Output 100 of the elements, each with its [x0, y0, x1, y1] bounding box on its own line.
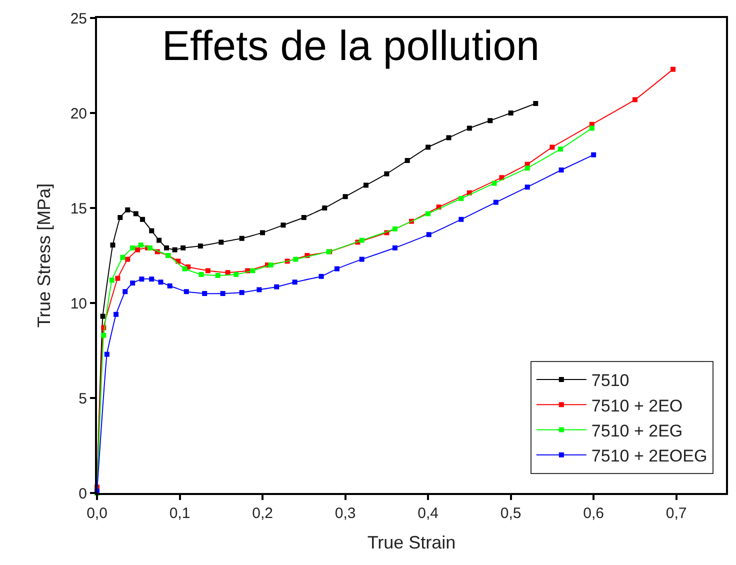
point — [220, 291, 226, 296]
y-tick-label: 5 — [78, 390, 87, 408]
legend-label: 7510 + 2EO — [591, 396, 683, 416]
x-tick-label: 0,3 — [334, 505, 356, 522]
point — [426, 232, 432, 238]
y-axis-title: True Stress [MPa] — [34, 183, 54, 328]
point — [156, 238, 162, 243]
point — [109, 278, 114, 283]
point — [292, 280, 298, 285]
annotation: Effets de la pollution — [162, 22, 540, 69]
point — [256, 287, 262, 292]
point — [184, 289, 189, 294]
point — [508, 110, 514, 116]
point — [110, 242, 116, 248]
point — [114, 312, 119, 317]
point — [334, 266, 340, 272]
point — [446, 135, 452, 140]
point — [488, 118, 493, 124]
point — [202, 291, 208, 296]
point — [392, 245, 398, 250]
point — [125, 207, 130, 212]
point — [140, 216, 146, 222]
point — [499, 175, 504, 180]
point — [135, 247, 140, 252]
point — [301, 215, 306, 220]
point — [384, 171, 390, 176]
point — [182, 266, 188, 272]
point — [322, 206, 328, 210]
point — [101, 332, 106, 338]
point — [589, 126, 594, 131]
legend-label: 7510 + 2EOEG — [591, 446, 708, 466]
point — [274, 284, 280, 290]
point — [215, 272, 220, 278]
point — [392, 226, 398, 232]
x-tick-label: 0,6 — [583, 505, 604, 522]
point — [118, 215, 123, 220]
point — [130, 280, 136, 286]
x-tick-label: 0,7 — [666, 505, 687, 522]
point — [550, 144, 555, 150]
point — [149, 228, 154, 234]
point — [293, 256, 298, 262]
point — [466, 126, 472, 131]
point — [115, 276, 120, 281]
point — [205, 268, 210, 274]
point — [138, 242, 144, 248]
point — [158, 280, 164, 285]
point — [591, 152, 596, 158]
point — [180, 245, 186, 250]
x-tick-label: 0,0 — [86, 505, 108, 522]
y-tick-label: 15 — [70, 200, 87, 218]
x-tick-label: 0,2 — [252, 505, 273, 522]
point — [130, 245, 136, 250]
y-tick-label: 25 — [70, 10, 87, 28]
legend-label: 7510 — [591, 371, 630, 390]
point — [280, 222, 286, 228]
point — [458, 196, 464, 201]
point — [670, 66, 676, 72]
point — [167, 283, 172, 288]
point — [342, 194, 348, 200]
y-tick-label: 20 — [70, 105, 87, 122]
point — [120, 254, 126, 260]
x-axis-title: True Strain — [367, 532, 456, 553]
point — [493, 200, 498, 205]
point — [426, 144, 431, 150]
point — [268, 262, 274, 268]
point — [250, 268, 256, 274]
point — [234, 272, 239, 277]
x-tick-label: 0,4 — [418, 505, 438, 522]
point — [492, 180, 497, 186]
point — [318, 274, 324, 279]
point — [125, 256, 130, 262]
point — [363, 182, 368, 188]
legend-label: 7510 + 2EG — [591, 421, 683, 440]
point — [533, 101, 538, 106]
point — [164, 245, 170, 250]
point — [198, 272, 204, 277]
point — [558, 168, 564, 172]
y-tick-label: 10 — [70, 295, 87, 312]
point — [426, 211, 431, 216]
point — [225, 270, 230, 276]
point — [239, 236, 244, 241]
point — [133, 211, 138, 216]
point — [218, 240, 224, 245]
point — [147, 245, 152, 250]
point — [104, 352, 110, 357]
point — [172, 247, 178, 252]
y-tick-label: 0 — [78, 485, 87, 502]
point — [260, 230, 266, 236]
x-tick-label: 0,1 — [169, 505, 190, 522]
point — [198, 244, 203, 248]
point — [122, 289, 128, 294]
point — [524, 184, 530, 190]
point — [458, 216, 464, 222]
point — [558, 146, 563, 152]
point — [524, 166, 530, 171]
point — [359, 238, 364, 243]
point — [100, 314, 106, 319]
point — [404, 158, 410, 163]
x-tick-label: 0,5 — [500, 505, 522, 522]
point — [149, 276, 154, 282]
